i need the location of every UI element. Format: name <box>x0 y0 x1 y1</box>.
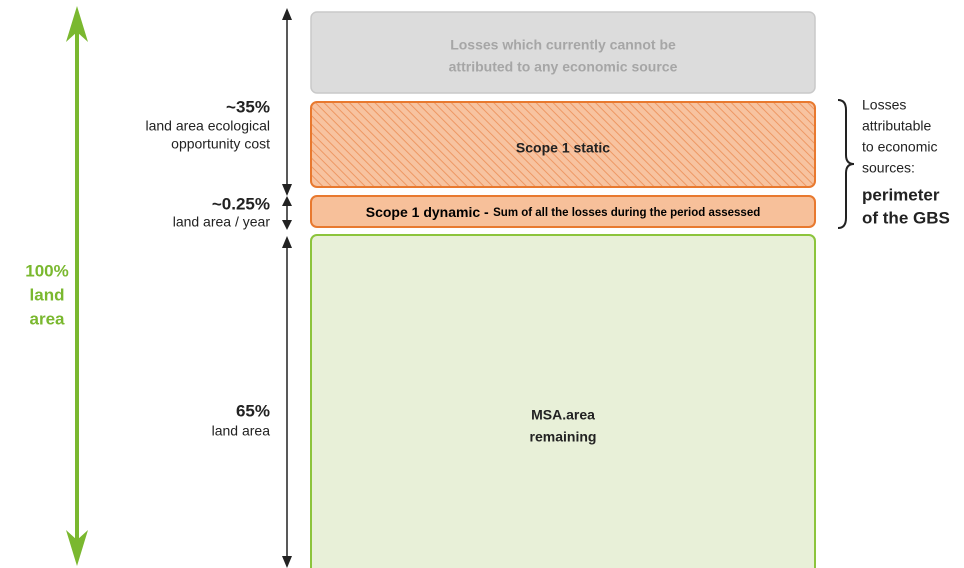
share-caption: land area <box>212 423 271 439</box>
box-text: MSA.area <box>531 407 595 423</box>
dynamic-label: Scope 1 dynamic - <box>366 204 489 220</box>
land-arrow <box>66 6 88 566</box>
bracket-text: Losses <box>862 97 906 113</box>
left-label: 100% <box>25 261 68 280</box>
brace <box>837 99 855 229</box>
share-caption: opportunity cost <box>171 136 270 152</box>
box-text: Scope 1 static <box>516 140 610 156</box>
dynamic-detail: Sum of all the losses during the period … <box>493 207 760 219</box>
bracket-text: sources: <box>862 160 915 176</box>
bracket-emphasis: of the GBS <box>862 208 950 227</box>
left-label: area <box>30 309 66 328</box>
dynamic-box <box>310 195 816 228</box>
bracket-text: attributable <box>862 118 931 134</box>
left-label: land <box>30 285 65 304</box>
share-value: ~0.25% <box>212 194 270 213</box>
box-text: Losses which currently cannot be <box>450 37 676 53</box>
bracket-emphasis: perimeter <box>862 185 940 204</box>
box-text: Scope 1 dynamic - Sum of all the losses … <box>366 204 761 222</box>
box-text: attributed to any economic source <box>449 59 678 75</box>
measure-arrows <box>282 8 292 568</box>
share-value: 65% <box>236 401 270 420</box>
remaining-box <box>310 234 816 568</box>
bracket-text: to economic <box>862 139 937 155</box>
static-box <box>310 101 816 188</box>
share-caption: land area ecological <box>145 118 270 134</box>
share-value: ~35% <box>226 97 270 116</box>
box-text: remaining <box>530 429 597 445</box>
share-caption: land area / year <box>173 214 271 230</box>
unattributed-box <box>310 11 816 94</box>
